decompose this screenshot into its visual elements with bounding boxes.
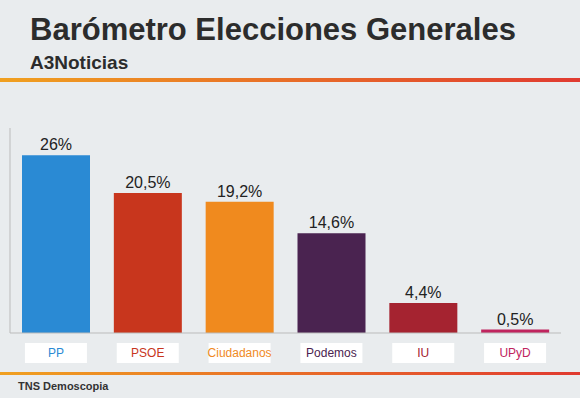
- svg-text:26%: 26%: [40, 136, 72, 153]
- html-text:A3Noticias: A3Noticias: [30, 52, 129, 73]
- svg-text:PP: PP: [48, 346, 64, 360]
- svg-text:20,5%: 20,5%: [125, 174, 170, 191]
- html-text:Barómetro Elecciones Generales: Barómetro Elecciones Generales: [30, 12, 516, 47]
- svg-text:4,4%: 4,4%: [405, 284, 441, 301]
- svg-text:Ciudadanos: Ciudadanos: [208, 346, 272, 360]
- svg-text:0,5%: 0,5%: [497, 311, 533, 328]
- html-text:TNS Demoscopia: TNS Demoscopia: [18, 380, 109, 392]
- svg-text:IU: IU: [417, 346, 429, 360]
- svg-text:PSOE: PSOE: [131, 346, 164, 360]
- svg-text:14,6%: 14,6%: [309, 214, 354, 231]
- svg-text:19,2%: 19,2%: [217, 183, 262, 200]
- svg-text:Podemos: Podemos: [306, 346, 357, 360]
- svg-text:UPyD: UPyD: [499, 346, 531, 360]
